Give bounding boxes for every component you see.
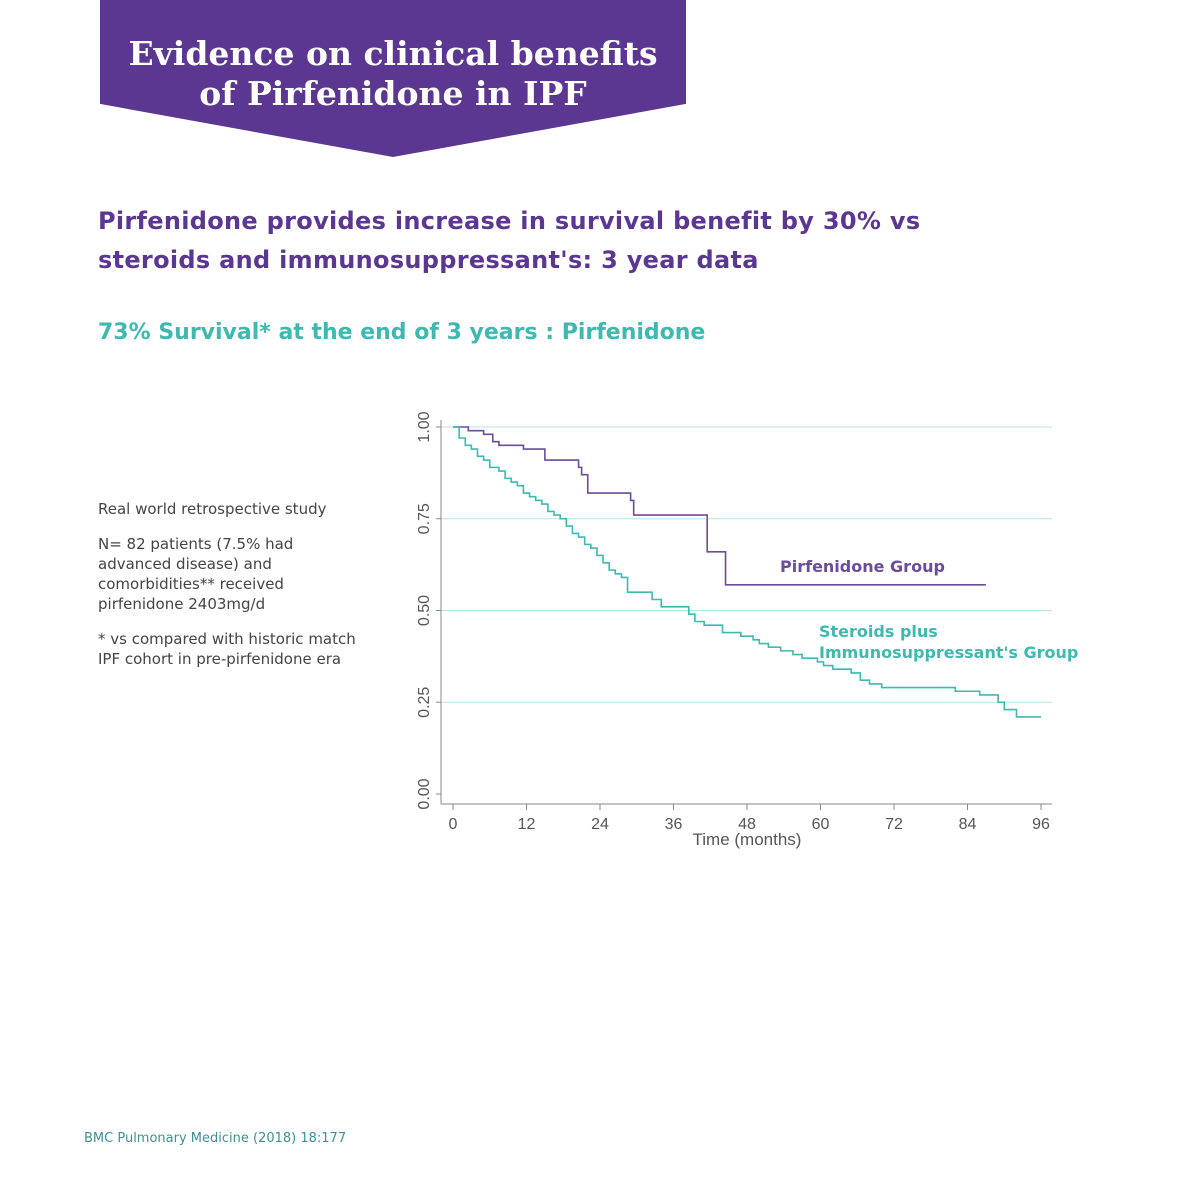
x-tick-label-1: 12	[518, 816, 536, 833]
x-axis-title: Time (months)	[693, 830, 802, 849]
source-citation: BMC Pulmonary Medicine (2018) 18:177	[84, 1131, 347, 1146]
chart-series-labels: Pirfenidone Group Steroids plus Immunosupp…	[780, 557, 1078, 662]
x-tick-label-2: 24	[591, 816, 609, 833]
series-label-1-line-1: Immunosuppressant's Group	[819, 643, 1078, 662]
x-tick-label-6: 72	[885, 816, 903, 833]
study-notes: Real world retrospective study N= 82 pat…	[98, 499, 368, 684]
chart-gridlines	[440, 426, 1052, 703]
study-note-footnote: * vs compared with historic match IPF co…	[98, 630, 356, 668]
y-tick-label-4: 1.00	[416, 411, 433, 442]
page-title-line-1: Evidence on clinical benefits	[128, 34, 658, 73]
headline-line-1: Pirfenidone provides increase in surviva…	[98, 207, 921, 235]
study-note-design: Real world retrospective study	[98, 500, 327, 518]
x-tick-label-4: 48	[738, 816, 756, 833]
x-tick-label-0: 0	[449, 816, 458, 833]
series-label-1-line-0: Steroids plus	[819, 622, 938, 641]
chart-series	[453, 426, 1041, 718]
y-tick-label-0: 0.00	[416, 778, 433, 809]
page-title: Evidence on clinical benefits of Pirfeni…	[100, 34, 686, 114]
x-tick-label-5: 60	[812, 816, 830, 833]
y-tick-label-2: 0.50	[416, 595, 433, 626]
headline: Pirfenidone provides increase in surviva…	[98, 202, 998, 280]
y-tick-label-1: 0.25	[416, 687, 433, 718]
page-title-line-2: of Pirfenidone in IPF	[199, 74, 587, 113]
x-tick-label-8: 96	[1032, 816, 1050, 833]
study-note-population: N= 82 patients (7.5% had advanced diseas…	[98, 535, 294, 613]
series-line-1	[453, 426, 1041, 718]
x-tick-label-7: 84	[959, 816, 977, 833]
headline-line-2: steroids and immunosuppressant's: 3 year…	[98, 246, 759, 274]
series-label-0-line-0: Pirfenidone Group	[780, 557, 945, 576]
chart-axes: 0.00 0.25 0.50 0.75 1.00 0 12 24 36 48 60 72 84 96 Tim…	[416, 411, 1052, 849]
y-tick-label-3: 0.75	[416, 503, 433, 534]
series-line-0	[453, 426, 986, 586]
survival-subhead: 73% Survival* at the end of 3 years : Pi…	[98, 320, 706, 345]
x-tick-label-3: 36	[665, 816, 683, 833]
